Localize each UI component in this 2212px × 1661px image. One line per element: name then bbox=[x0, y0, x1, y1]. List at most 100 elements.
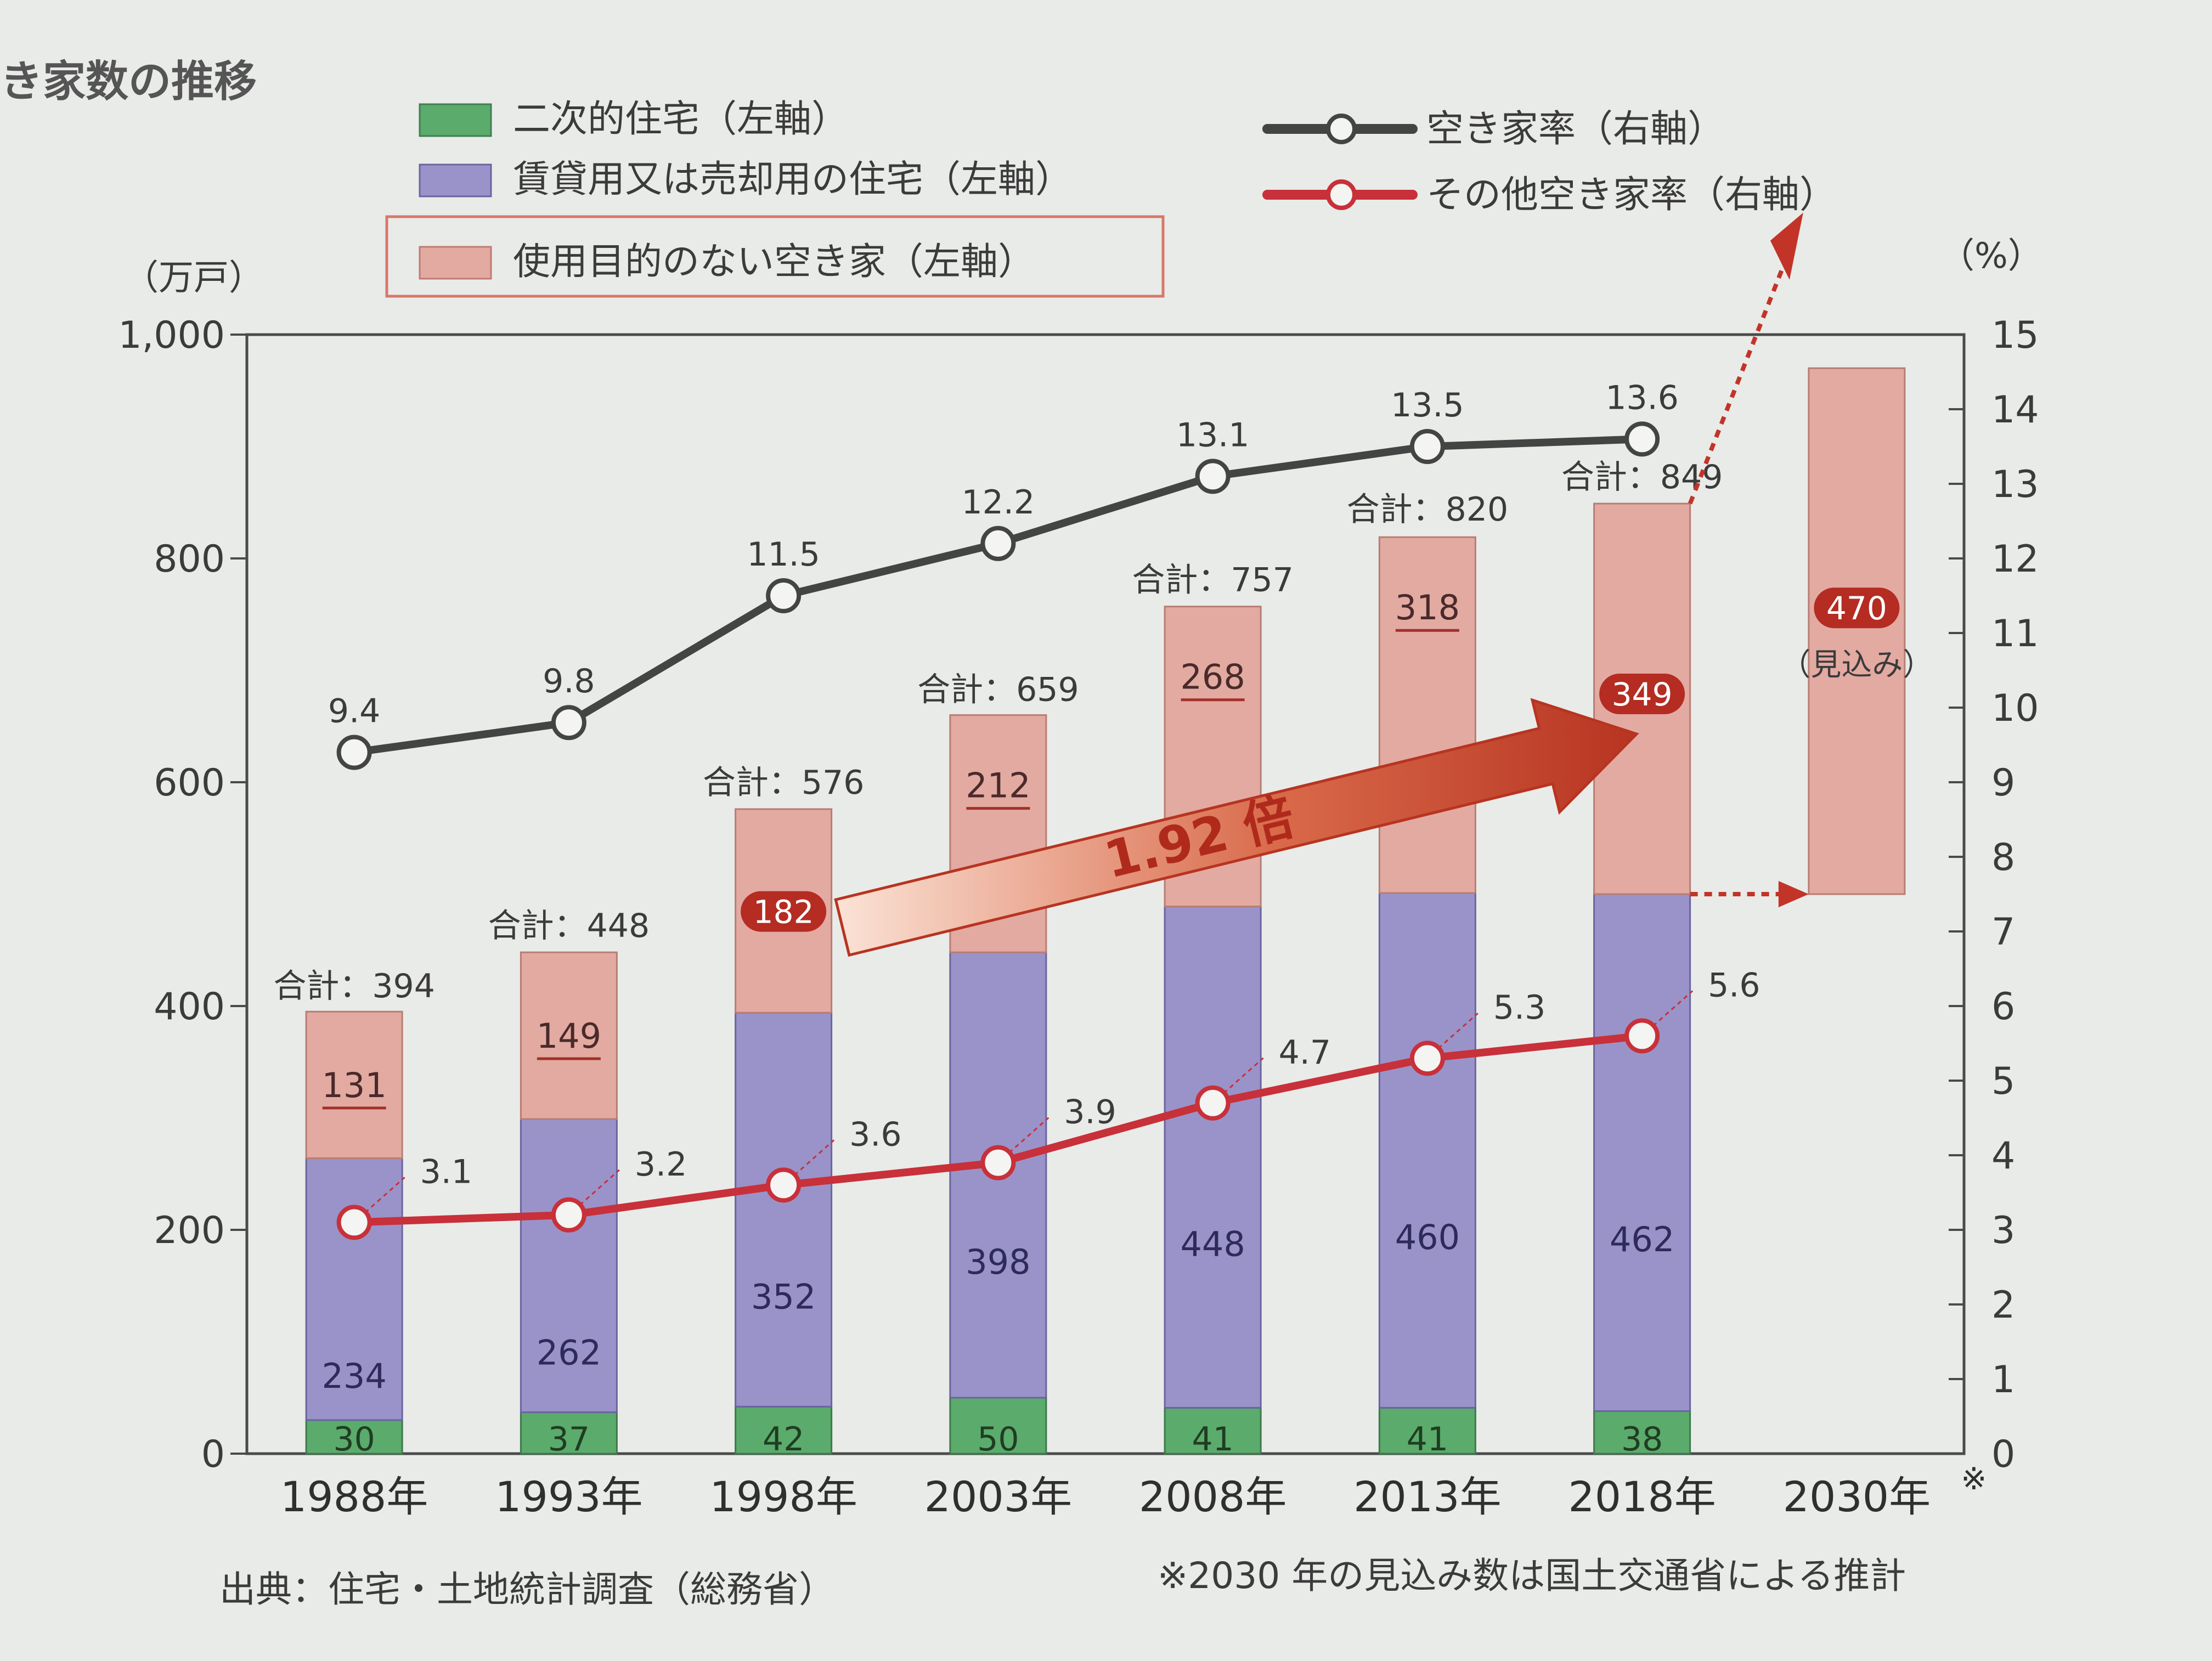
bar-value-unused: 268 bbox=[1180, 657, 1245, 697]
other-vacancy-rate-value-label: 5.3 bbox=[1493, 988, 1545, 1027]
right-axis-unit: （%） bbox=[1939, 236, 2043, 276]
other-vacancy-rate-leader bbox=[579, 1169, 620, 1206]
left-tick-label: 600 bbox=[154, 761, 225, 805]
other-vacancy-rate-value-label: 5.6 bbox=[1708, 966, 1760, 1004]
other-vacancy-rate-value-label: 3.1 bbox=[420, 1152, 472, 1191]
growth-arrow bbox=[834, 698, 1639, 957]
legend-label-other: その他空き家率（右軸） bbox=[1426, 173, 1837, 217]
left-tick-label: 800 bbox=[154, 538, 225, 581]
legend: 二次的住宅（左軸） 賃貸用又は売却用の住宅（左軸） 使用目的のない空き家（左軸）… bbox=[385, 98, 1837, 298]
legend-swatch-secondary bbox=[419, 103, 492, 137]
right-tick-label: 3 bbox=[1991, 1209, 2015, 1252]
other-vacancy-rate-leader bbox=[1652, 990, 1694, 1027]
bar-value-rental: 234 bbox=[321, 1356, 386, 1396]
bar-total-label: 合計：448 bbox=[488, 907, 650, 945]
right-tick-label: 0 bbox=[1991, 1433, 2015, 1476]
page-title-fragment: き家数の推移 bbox=[0, 57, 257, 106]
rate-lines: 9.4 9.8 11.5 12.2 13.1 13.5 13.6 3.1 3.2 3.6 3.9 4.… bbox=[328, 378, 1760, 1240]
bar-segment-secondary bbox=[735, 1405, 833, 1455]
other-vacancy-rate-value-label: 3.2 bbox=[635, 1145, 687, 1184]
x-tick-label: 1998年 bbox=[709, 1472, 857, 1521]
other-vacancy-rate-value-label: 4.7 bbox=[1279, 1033, 1331, 1072]
other-vacancy-rate-leader bbox=[794, 1139, 835, 1176]
bar-value-unused: 131 bbox=[321, 1065, 386, 1105]
legend-swatch-rental bbox=[419, 163, 492, 197]
right-tick-label: 5 bbox=[1991, 1060, 2015, 1103]
vacancy-rate-value-label: 13.6 bbox=[1605, 378, 1679, 417]
plot-frame bbox=[245, 333, 1966, 1455]
right-tick-label: 6 bbox=[1991, 985, 2015, 1029]
right-tick-label: 9 bbox=[1991, 761, 2015, 805]
other-vacancy-rate-leader bbox=[364, 1177, 405, 1213]
projection-arrowhead-bottom bbox=[1778, 881, 1809, 907]
legend-label-rental: 賃貸用又は売却用の住宅（左軸） bbox=[513, 158, 1073, 201]
vacancy-rate-marker bbox=[1195, 459, 1231, 494]
x-tick-label: 2008年 bbox=[1139, 1472, 1286, 1521]
vacancy-rate-value-label: 13.1 bbox=[1176, 416, 1250, 454]
vacancy-rate-marker bbox=[980, 526, 1016, 561]
bar-value-rental: 262 bbox=[537, 1332, 601, 1372]
projection-connector-top bbox=[1688, 256, 1789, 505]
legend-marker-vacancy bbox=[1326, 114, 1357, 144]
stacked-bars: 30 234 131 合計：394 37 262 149 合計：448 42 352 182 合計：5… bbox=[273, 367, 1933, 1459]
bar-segment-secondary bbox=[949, 1397, 1047, 1455]
bar-value-unused: 149 bbox=[537, 1016, 601, 1056]
bar-total-label: 合計：576 bbox=[703, 764, 865, 802]
bar-value-secondary: 41 bbox=[1407, 1420, 1448, 1459]
bar-segment-unused bbox=[305, 1010, 403, 1159]
right-tick-label: 4 bbox=[1991, 1134, 2015, 1178]
vacancy-rate-value-label: 9.4 bbox=[328, 692, 380, 731]
bar-value-secondary: 41 bbox=[1192, 1420, 1233, 1459]
legend-swatch-unused bbox=[419, 246, 492, 280]
x-tick-label: 2003年 bbox=[924, 1472, 1072, 1521]
bar-value-secondary: 38 bbox=[1621, 1420, 1663, 1459]
other-vacancy-rate-leader bbox=[1008, 1117, 1049, 1154]
left-axis: 0 200 400 600 800 1,000 bbox=[118, 314, 247, 1476]
bar-segment-secondary bbox=[1378, 1406, 1476, 1455]
legend-label-vacancy: 空き家率（右軸） bbox=[1426, 108, 1725, 151]
right-tick-label: 15 bbox=[1991, 314, 2039, 357]
other-vacancy-rate-marker bbox=[551, 1197, 586, 1233]
bar-segment-rental bbox=[735, 1012, 833, 1408]
other-vacancy-rate-leader bbox=[1437, 1013, 1479, 1049]
bar-segment-rental bbox=[1164, 905, 1262, 1409]
other-vacancy-rate-marker bbox=[336, 1205, 372, 1240]
vacancy-rate-marker bbox=[336, 735, 372, 770]
other-vacancy-rate-value-label: 3.6 bbox=[849, 1115, 901, 1154]
bar-segment-unused bbox=[520, 951, 618, 1120]
bar-segment-secondary bbox=[1164, 1406, 1262, 1455]
bar-value-secondary: 42 bbox=[763, 1420, 804, 1459]
left-tick-label: 1,000 bbox=[118, 314, 225, 357]
vacancy-rate-marker bbox=[1624, 421, 1660, 457]
bar-segment-unused bbox=[1808, 367, 1906, 895]
bar-value-unused: 182 bbox=[753, 894, 814, 931]
bar-value-secondary: 37 bbox=[548, 1420, 590, 1459]
other-vacancy-rate-marker bbox=[980, 1145, 1016, 1180]
bar-value-secondary: 30 bbox=[333, 1420, 375, 1459]
other-vacancy-rate-leader bbox=[1223, 1057, 1264, 1094]
bar-total-label: 合計：820 bbox=[1347, 490, 1509, 529]
x-tick-label: 2013年 bbox=[1353, 1472, 1501, 1521]
bar-total-label: 合計：849 bbox=[1561, 458, 1723, 496]
bar-value-rental: 462 bbox=[1610, 1219, 1674, 1259]
bar-value-rental: 460 bbox=[1395, 1217, 1460, 1257]
right-tick-label: 14 bbox=[1991, 388, 2039, 432]
left-axis-unit: （万戸） bbox=[123, 258, 264, 298]
vacancy-rate-value-label: 12.2 bbox=[962, 483, 1035, 522]
legend-marker-other bbox=[1326, 179, 1357, 210]
other-vacancy-rate-marker bbox=[1624, 1018, 1660, 1054]
legend-highlight-box bbox=[385, 215, 1165, 298]
bar-value-unused: 212 bbox=[966, 766, 1030, 806]
right-tick-label: 2 bbox=[1991, 1284, 2015, 1327]
source-note: 出典：住宅・土地統計調査（総務省） bbox=[219, 1568, 835, 1611]
right-tick-label: 12 bbox=[1991, 538, 2039, 581]
bar-value-unused-badge bbox=[1599, 674, 1685, 715]
bar-segment-rental bbox=[1378, 892, 1476, 1409]
bar-segment-rental bbox=[1593, 893, 1691, 1412]
bar-value-rental: 398 bbox=[966, 1242, 1030, 1282]
bar-total-label: 合計：659 bbox=[917, 671, 1079, 709]
bar-value-rental: 352 bbox=[751, 1276, 816, 1317]
bar-value-unused: 349 bbox=[1612, 676, 1673, 713]
